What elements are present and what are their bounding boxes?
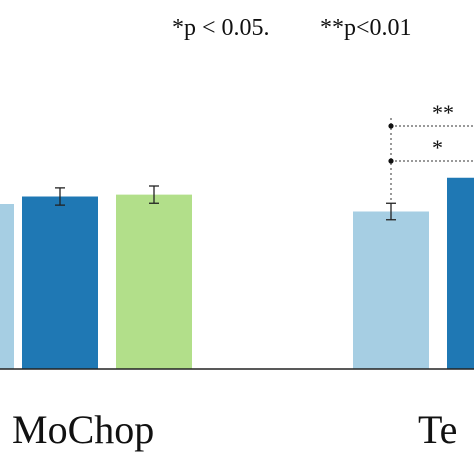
error-bar-mochop-series-2 xyxy=(55,187,65,206)
significance-star-label-2: * xyxy=(432,135,443,160)
bracket-dot-1 xyxy=(388,123,394,129)
bracket-dot-2 xyxy=(388,158,394,164)
group-label-tel: Te xyxy=(418,407,457,452)
bar-mochop-series-2 xyxy=(22,196,98,369)
error-bars-layer xyxy=(55,185,396,221)
bar-mochop-series-1 xyxy=(0,204,14,369)
group-label-mochop: MoChop xyxy=(12,407,154,452)
error-bar-mochop-series-3 xyxy=(149,185,159,204)
bars-layer xyxy=(0,177,474,369)
significance-star-label-1: ** xyxy=(432,100,454,125)
significance-note-p05: *p < 0.05. xyxy=(172,15,270,41)
bar-mochop-series-3 xyxy=(116,194,192,369)
significance-note-p01: **p<0.01 xyxy=(320,15,412,41)
bar-tel-series-1 xyxy=(353,211,429,369)
significance-brackets: *** xyxy=(388,100,474,204)
bar-tel-series-2 xyxy=(447,177,474,369)
